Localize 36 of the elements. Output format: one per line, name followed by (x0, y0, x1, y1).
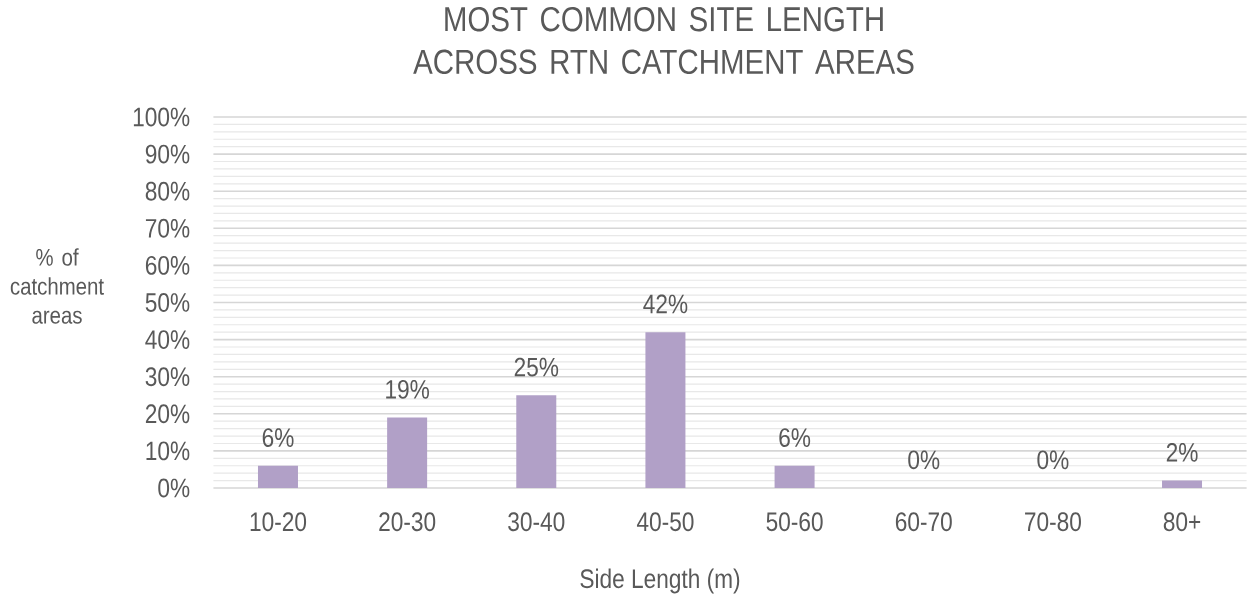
y-axis-title: % of catchment areas (10, 248, 104, 324)
x-tick-label: 70-80 (1025, 512, 1081, 532)
y-tick-label: 100% (133, 107, 190, 127)
y-tick-label: 0% (158, 478, 190, 498)
y-tick-label: 20% (145, 404, 190, 424)
y-tick-label: 70% (145, 218, 190, 238)
data-label: 19% (386, 379, 429, 399)
data-label: 6% (262, 428, 294, 447)
data-label: 0% (1037, 450, 1069, 470)
data-label: 2% (1166, 442, 1198, 462)
x-tick-label: 30-40 (508, 512, 565, 532)
y-tick-label: 30% (145, 367, 190, 387)
data-label: 42% (643, 294, 688, 314)
x-tick-label: 10-20 (250, 512, 307, 532)
data-label: 6% (779, 428, 811, 447)
y-tick-label: 40% (145, 330, 190, 350)
y-tick-label: 50% (145, 293, 190, 312)
y-tick-label: 10% (146, 441, 190, 461)
x-axis-title: Side Length (m) (580, 568, 740, 594)
bar (645, 332, 686, 488)
y-tick-label: 80% (145, 181, 190, 201)
x-tick-label: 20-30 (379, 512, 436, 532)
x-tick-label: 40-50 (636, 512, 694, 532)
data-label: 0% (908, 450, 940, 470)
data-label: 25% (514, 357, 559, 377)
y-tick-label: 60% (145, 255, 190, 275)
bar (387, 417, 428, 488)
bar (774, 465, 815, 488)
chart-title: MOST COMMON SITE LENGTH ACROSS RTN CATCHMENT AREAS (413, 6, 914, 75)
bar (516, 395, 557, 488)
y-tick-label: 90% (145, 144, 190, 164)
x-tick-label: 80+ (1163, 512, 1201, 532)
bar (1162, 480, 1203, 488)
bar (257, 465, 298, 488)
x-tick-label: 50-60 (766, 512, 823, 532)
x-tick-label: 60-70 (895, 512, 952, 532)
